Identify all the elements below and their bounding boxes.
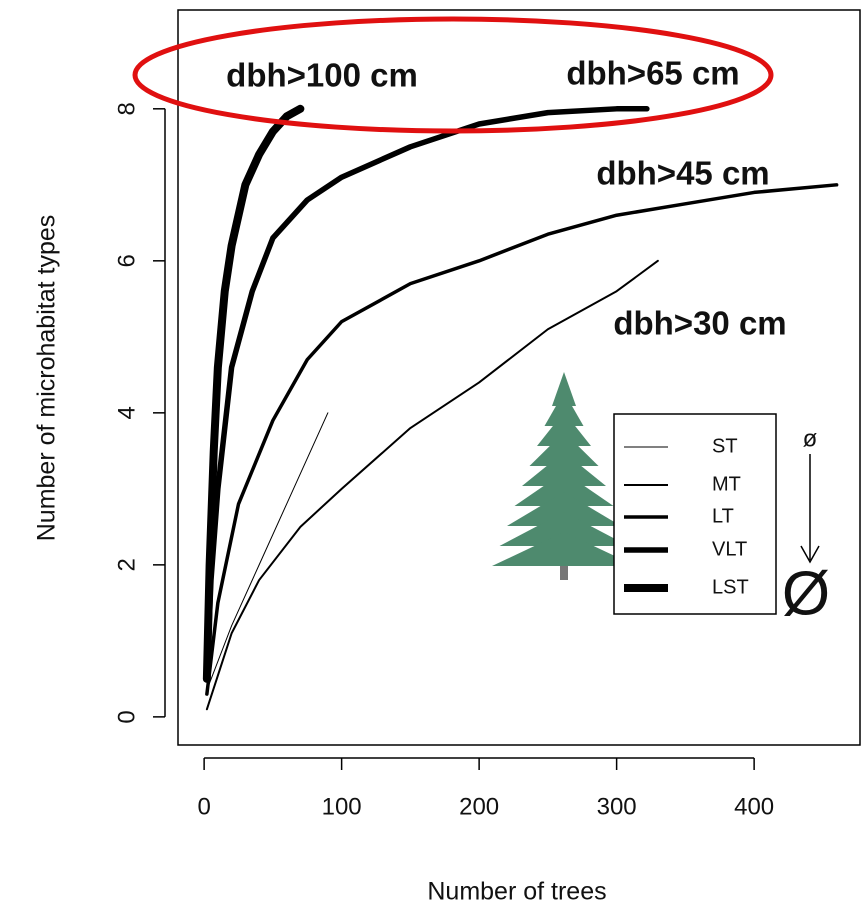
y-axis-label: Number of microhabitat types bbox=[33, 215, 61, 542]
x-tick-label: 0 bbox=[197, 793, 210, 820]
tree-layer bbox=[499, 512, 629, 546]
y-tick-label: 8 bbox=[113, 102, 140, 115]
legend-label: ST bbox=[712, 435, 738, 457]
x-tick-label: 200 bbox=[459, 793, 499, 820]
x-tick-label: 300 bbox=[597, 793, 637, 820]
x-tick-label: 400 bbox=[734, 793, 774, 820]
tree-layer bbox=[492, 532, 636, 566]
tree-layer bbox=[507, 492, 621, 526]
series-line bbox=[205, 259, 659, 711]
tree-layer bbox=[522, 452, 606, 486]
legend-label: LT bbox=[712, 505, 734, 527]
legend-label: MT bbox=[712, 473, 741, 495]
y-tick-label: 6 bbox=[113, 254, 140, 267]
symbol-large: Ø bbox=[782, 559, 830, 628]
annotation: dbh>65 cm bbox=[566, 55, 739, 92]
y-tick-label: 0 bbox=[113, 710, 140, 723]
y-tick-label: 4 bbox=[113, 406, 140, 419]
x-axis-label: Number of trees bbox=[427, 878, 606, 906]
symbol-small: ø bbox=[803, 425, 818, 452]
tree-layer bbox=[537, 412, 591, 446]
tree-layer bbox=[544, 392, 584, 426]
series-line bbox=[204, 106, 650, 682]
legend-label: LST bbox=[712, 576, 749, 598]
annotation: dbh>100 cm bbox=[226, 57, 418, 94]
legend-label: VLT bbox=[712, 538, 747, 560]
tree-layer bbox=[552, 372, 576, 406]
y-tick-label: 2 bbox=[113, 558, 140, 571]
tree-layer bbox=[529, 432, 599, 466]
series-line bbox=[202, 104, 305, 683]
legend-box bbox=[613, 413, 777, 615]
highlight-ellipse bbox=[132, 16, 774, 134]
arrow-head bbox=[800, 545, 820, 564]
series-line bbox=[207, 412, 329, 687]
plot-frame bbox=[177, 9, 861, 746]
tree-icon bbox=[492, 372, 636, 580]
tree-layer bbox=[514, 472, 614, 506]
annotation: dbh>45 cm bbox=[596, 155, 769, 192]
annotation: dbh>30 cm bbox=[613, 305, 786, 342]
x-tick-label: 100 bbox=[322, 793, 362, 820]
series-line bbox=[205, 183, 839, 696]
